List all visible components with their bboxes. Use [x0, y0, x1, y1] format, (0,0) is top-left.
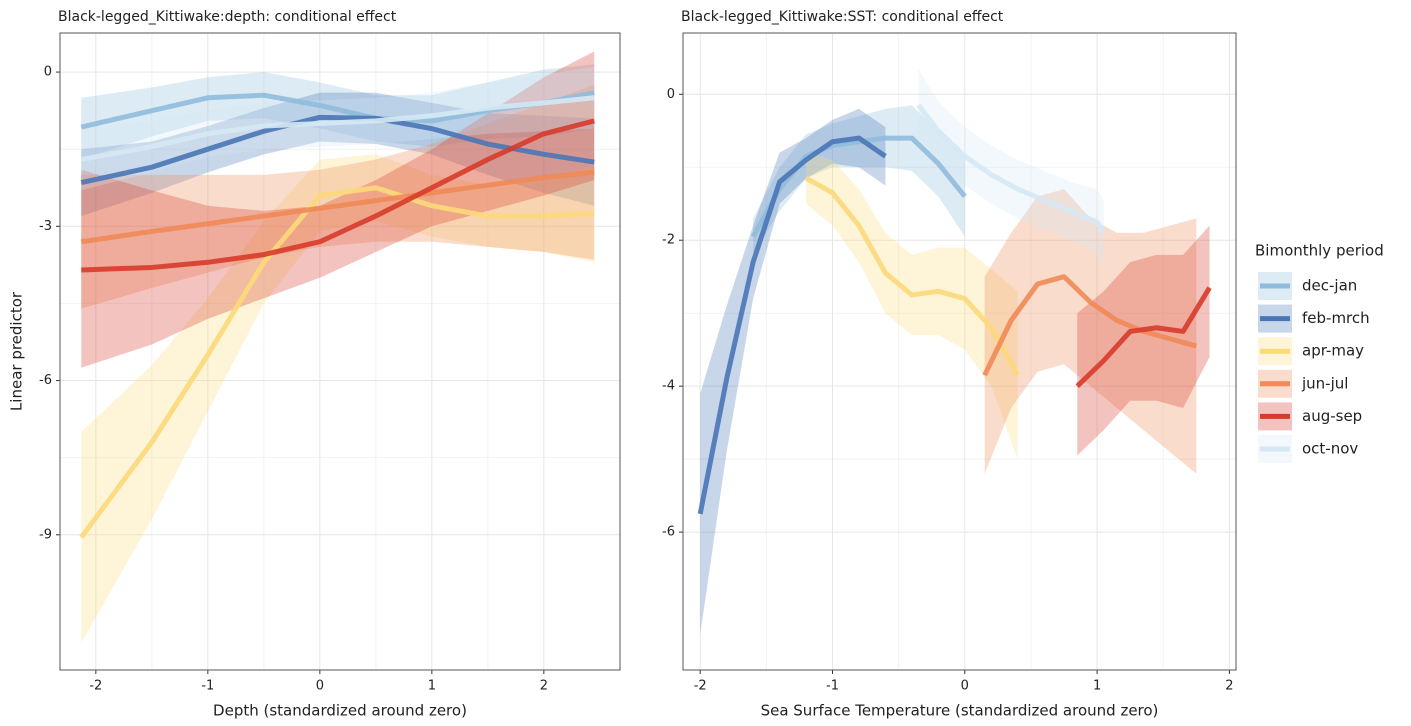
y-tick-label: 0	[44, 65, 52, 80]
x-tick-label: 0	[961, 679, 969, 694]
series-line	[697, 135, 887, 515]
x-axis-label: Depth (standardized around zero)	[213, 702, 467, 720]
confidence-ribbon	[81, 154, 595, 643]
x-tick-label: 0	[316, 679, 324, 694]
x-tick-label: 2	[1225, 679, 1233, 694]
confidence-ribbon	[81, 92, 595, 217]
legend-label: apr-may	[1302, 342, 1364, 360]
x-tick-label: 2	[540, 679, 548, 694]
y-tick-label: -4	[662, 379, 675, 394]
legend-label: dec-jan	[1302, 277, 1357, 295]
y-tick-label: -3	[39, 219, 52, 234]
chart-title: Black-legged_Kittiwake:SST: conditional …	[681, 9, 1004, 25]
series-line	[1075, 286, 1212, 388]
lines	[697, 103, 1212, 515]
series-line	[982, 274, 1197, 377]
y-tick-label: -6	[662, 525, 675, 540]
plot-area	[79, 51, 595, 643]
lines	[79, 90, 595, 539]
x-tick-label: -1	[201, 679, 214, 694]
x-tick-label: -2	[694, 679, 707, 694]
confidence-ribbon	[918, 68, 1104, 266]
y-tick-label: -9	[39, 527, 52, 542]
confidence-ribbon	[81, 51, 595, 368]
series-line	[804, 176, 1020, 377]
confidence-ribbon	[81, 66, 595, 191]
chart-title: Black-legged_Kittiwake:depth: conditiona…	[58, 9, 397, 25]
panel-border	[59, 32, 621, 671]
y-axis-label: Linear predictor	[8, 291, 26, 411]
confidence-ribbon	[81, 84, 595, 309]
panel-border	[682, 32, 1237, 671]
legend-label: feb-mrch	[1302, 309, 1370, 327]
series-line	[81, 118, 595, 273]
legend-title: Bimonthly period	[1255, 242, 1384, 260]
y-tick-label: 0	[667, 87, 675, 102]
confidence-ribbon	[753, 105, 965, 255]
y-tick-label: -6	[39, 373, 52, 388]
series-line	[750, 135, 967, 238]
confidence-ribbon	[1077, 225, 1210, 456]
y-tick-label: -2	[662, 233, 675, 248]
confidence-ribbon	[700, 108, 886, 635]
plot-area	[697, 68, 1212, 635]
x-tick-label: -1	[826, 679, 839, 694]
series-line	[79, 185, 595, 539]
x-axis-label: Sea Surface Temperature (standardized ar…	[761, 702, 1159, 720]
x-tick-label: 1	[428, 679, 436, 694]
series-line	[916, 103, 1106, 235]
plot-panel	[683, 33, 1236, 670]
x-tick-label: 1	[1093, 679, 1101, 694]
x-tick-label: -2	[89, 679, 102, 694]
legend-label: oct-nov	[1302, 440, 1358, 458]
confidence-ribbon	[984, 189, 1197, 474]
legend-label: aug-sep	[1302, 407, 1362, 425]
series-line	[80, 95, 595, 162]
legend-label: jun-jul	[1301, 374, 1348, 392]
series-line	[80, 169, 595, 245]
